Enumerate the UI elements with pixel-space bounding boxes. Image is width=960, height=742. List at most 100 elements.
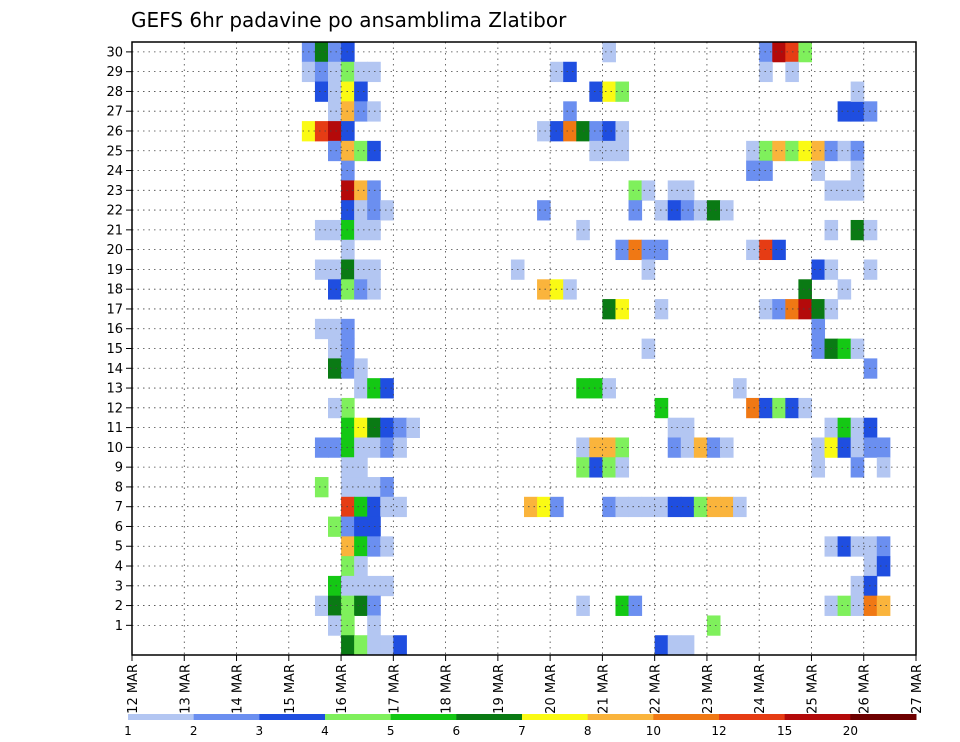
heatmap-cell: [354, 180, 368, 201]
heatmap-cell: [602, 140, 616, 162]
heatmap-cell: [863, 575, 878, 597]
heatmap-cell: [641, 338, 656, 359]
legend-swatch: [587, 714, 654, 720]
heatmap-cell: [876, 595, 891, 616]
x-tick-label: 23 MAR: [701, 664, 716, 714]
heatmap-cell: [798, 279, 812, 300]
heatmap-cell: [850, 536, 865, 557]
heatmap-cell: [837, 536, 852, 557]
heatmap-cell: [602, 457, 616, 478]
heatmap-cell: [837, 140, 852, 162]
heatmap-cell: [706, 615, 721, 636]
heatmap-cell: [654, 635, 669, 656]
heatmap-cell: [328, 81, 342, 102]
heatmap-cell: [837, 417, 852, 438]
heatmap-cell: [628, 496, 643, 518]
heatmap-cell: [693, 200, 708, 221]
heatmap-cell: [367, 259, 381, 280]
heatmap-cell: [733, 496, 747, 518]
legend-swatch: [456, 714, 523, 720]
heatmap-cell: [328, 595, 342, 616]
y-tick-label: 19: [106, 263, 123, 278]
heatmap-cell: [367, 536, 381, 557]
heatmap-cell: [314, 437, 329, 458]
heatmap-cell: [328, 140, 342, 162]
y-tick-label: 30: [106, 45, 123, 60]
y-tick-label: 14: [106, 362, 123, 377]
y-tick-label: 23: [106, 184, 123, 199]
heatmap-cell: [667, 180, 682, 201]
heatmap-cell: [367, 516, 381, 537]
heatmap-cell: [680, 635, 695, 656]
heatmap-cell: [354, 358, 368, 379]
heatmap-cell: [367, 140, 381, 162]
heatmap-cell: [693, 496, 708, 518]
heatmap-cell: [667, 437, 682, 458]
heatmap-cell: [628, 239, 643, 261]
heatmap-cell: [837, 437, 852, 458]
heatmap-cell: [733, 378, 747, 399]
heatmap-cell: [367, 496, 381, 518]
heatmap-cell: [746, 160, 760, 181]
heatmap-cell: [850, 437, 865, 458]
legend-swatch: [193, 714, 260, 720]
heatmap-cell: [772, 299, 786, 320]
legend-swatch: [128, 714, 195, 720]
heatmap-cell: [850, 81, 865, 102]
heatmap-cell: [876, 437, 891, 458]
heatmap-cell: [537, 279, 551, 300]
x-tick-label: 26 MAR: [858, 664, 873, 714]
heatmap-cell: [314, 318, 329, 340]
y-tick-label: 8: [115, 480, 123, 495]
heatmap-cell: [354, 496, 368, 518]
heatmap-cell: [354, 635, 368, 656]
heatmap-cell: [314, 121, 329, 142]
heatmap-cell: [811, 259, 826, 280]
heatmap-cell: [863, 595, 878, 616]
heatmap-cell: [354, 595, 368, 616]
y-tick-label: 7: [115, 500, 123, 515]
heatmap-cell: [380, 378, 394, 399]
heatmap-cell: [367, 477, 381, 498]
heatmap-cell: [328, 259, 342, 280]
heatmap-cell: [706, 496, 721, 518]
heatmap-cell: [393, 635, 407, 656]
heatmap-cell: [328, 61, 342, 83]
heatmap-cell: [706, 437, 721, 458]
y-tick-label: 22: [106, 204, 123, 219]
y-tick-label: 1: [115, 619, 123, 634]
heatmap-cell: [328, 358, 342, 379]
heatmap-cell: [314, 477, 329, 498]
legend-swatch: [653, 714, 720, 720]
heatmap-cell: [354, 259, 368, 280]
heatmap-cell: [328, 397, 342, 419]
heatmap-cell: [811, 299, 826, 320]
heatmap-cell: [850, 101, 865, 122]
heatmap-cell: [863, 101, 878, 122]
y-axis-ticks: 1234567891011121314151617181920212223242…: [106, 45, 132, 634]
heatmap-cell: [328, 516, 342, 537]
y-tick-label: 4: [115, 560, 123, 575]
heatmap-cell: [850, 595, 865, 616]
heatmap-cell: [811, 338, 826, 359]
x-tick-label: 22 MAR: [649, 664, 664, 714]
heatmap-cell: [328, 42, 342, 63]
heatmap-cell: [367, 61, 381, 83]
x-tick-label: 14 MAR: [231, 664, 246, 714]
heatmap-cell: [798, 397, 812, 419]
heatmap-cell: [837, 101, 852, 122]
heatmap-cell: [367, 575, 381, 597]
heatmap-cell: [563, 121, 577, 142]
y-tick-label: 16: [106, 322, 123, 337]
heatmap-cell: [354, 101, 368, 122]
heatmap-cell: [628, 180, 643, 201]
heatmap-cell: [667, 635, 682, 656]
y-tick-label: 25: [106, 144, 123, 159]
heatmap-cell: [328, 279, 342, 300]
x-tick-label: 27 MAR: [910, 664, 925, 714]
heatmap-cell: [850, 575, 865, 597]
heatmap-cell: [863, 536, 878, 557]
heatmap-cell: [746, 239, 760, 261]
heatmap-cell: [641, 259, 656, 280]
legend-swatch: [259, 714, 326, 720]
